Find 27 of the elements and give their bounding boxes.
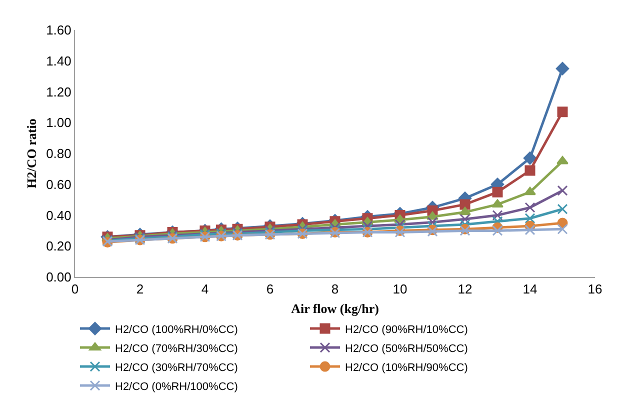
x-tick-label: 2: [136, 282, 144, 297]
y-tick-label: 0.20: [46, 238, 72, 254]
legend-label: H2/CO (90%RH/10%CC): [345, 324, 468, 336]
legend-label: H2/CO (70%RH/30%CC): [115, 342, 238, 355]
y-tick-label: 1.20: [46, 84, 72, 100]
y-tick-label: 0.80: [46, 146, 72, 162]
y-tick-label: 1.60: [46, 22, 72, 38]
y-tick-label: 0.60: [46, 176, 72, 192]
legend-label: H2/CO (10%RH/90%CC): [345, 362, 468, 374]
x-tick-label: 16: [588, 282, 602, 297]
legend-label: H2/CO (0%RH/100%CC): [115, 380, 238, 393]
legend-label: H2/CO (100%RH/0%CC): [115, 324, 238, 336]
x-tick-label: 0: [71, 282, 79, 297]
y-tick-label: 1.00: [46, 115, 72, 130]
x-tick-label: 6: [266, 282, 274, 297]
legend-label: H2/CO (50%RH/50%CC): [345, 342, 468, 355]
y-axis-title: H2/CO ratio: [24, 118, 40, 188]
x-tick-label: 8: [331, 282, 339, 297]
y-tick-label: 1.40: [46, 53, 72, 68]
x-tick-label: 12: [458, 282, 472, 297]
x-tick-label: 14: [522, 282, 538, 297]
x-axis-title: Air flow (kg/hr): [291, 301, 379, 316]
legend-label: H2/CO (30%RH/70%CC): [115, 362, 238, 374]
y-tick-label: 0.00: [46, 270, 72, 285]
x-tick-label: 10: [392, 282, 408, 297]
x-tick-label: 4: [201, 282, 209, 297]
y-tick-label: 0.40: [46, 208, 72, 223]
